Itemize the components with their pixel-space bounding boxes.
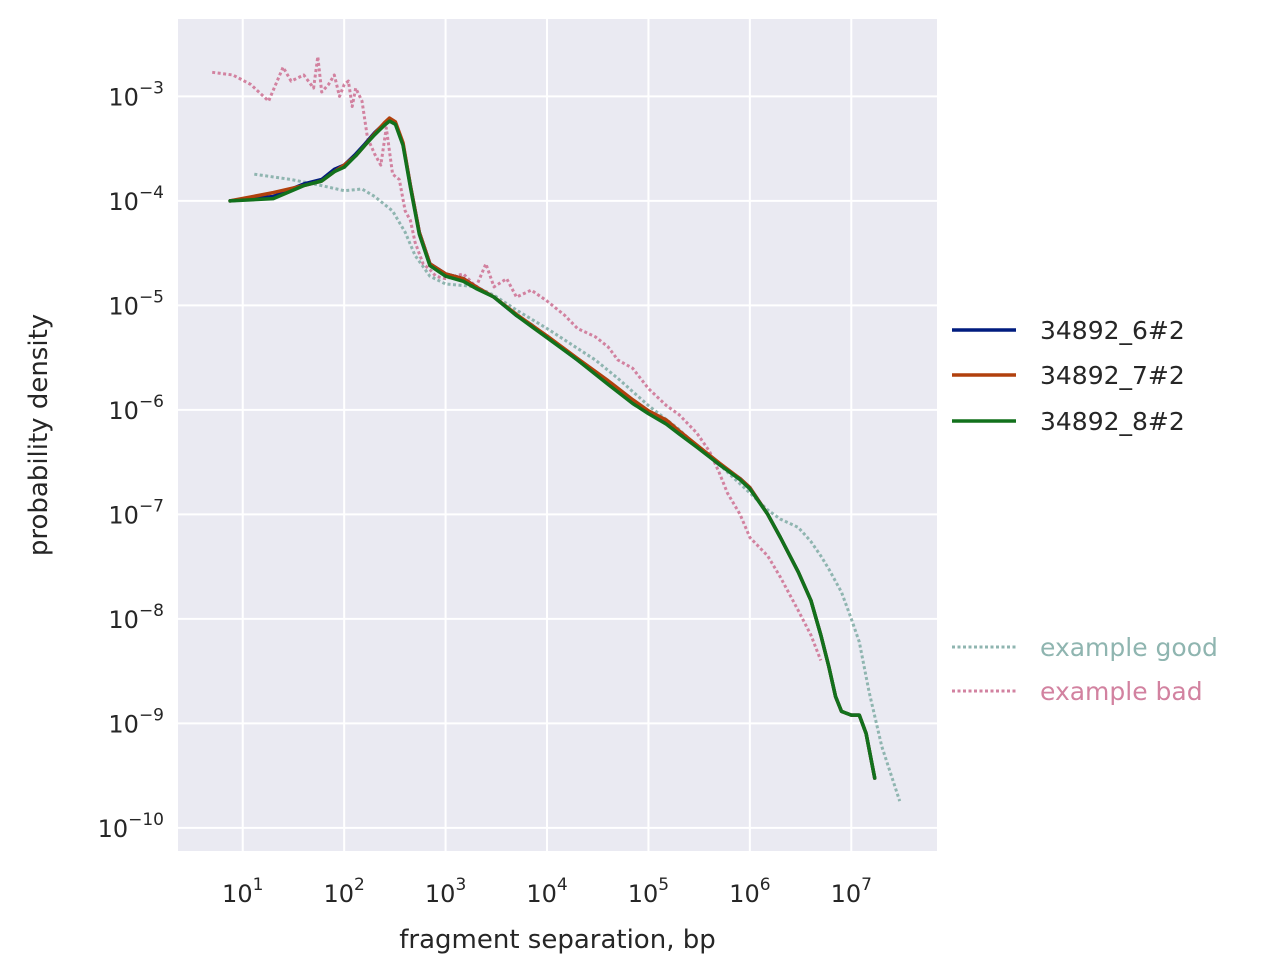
y-tick-exponent: −8 xyxy=(139,601,164,621)
y-tick-exponent: −9 xyxy=(139,705,164,725)
series-line-34892-8-2 xyxy=(228,119,877,780)
x-tick-base: 10 xyxy=(526,880,557,908)
series-line-example-bad xyxy=(212,55,823,661)
x-tick-label: 102 xyxy=(323,875,364,908)
x-tick-base: 10 xyxy=(222,880,253,908)
y-tick-label: 10−10 xyxy=(98,810,164,843)
grid-lines xyxy=(178,19,937,851)
y-tick-base: 10 xyxy=(108,501,139,529)
x-tick-base: 10 xyxy=(729,880,760,908)
x-axis-ticks: 101 102 103 104 105 106 107 xyxy=(222,875,872,908)
x-tick-base: 10 xyxy=(831,880,862,908)
y-tick-base: 10 xyxy=(108,710,139,738)
y-tick-exponent: −7 xyxy=(139,496,164,516)
y-tick-base: 10 xyxy=(108,397,139,425)
y-tick-label: 10−4 xyxy=(108,183,164,216)
y-tick-base: 10 xyxy=(108,606,139,634)
y-tick-label: 10−6 xyxy=(108,392,164,425)
series-layer xyxy=(212,55,902,802)
x-axis-label: fragment separation, bp xyxy=(399,925,715,955)
x-tick-label: 103 xyxy=(425,875,466,908)
legend-item: 34892_7#2 xyxy=(952,361,1185,390)
y-tick-base: 10 xyxy=(98,815,129,843)
y-tick-exponent: −10 xyxy=(128,810,164,830)
legend-item: example bad xyxy=(952,677,1203,706)
x-tick-base: 10 xyxy=(323,880,354,908)
x-tick-base: 10 xyxy=(628,880,659,908)
legend-item: example good xyxy=(952,633,1218,662)
y-axis-ticks: 10−310−410−510−610−710−810−910−10 xyxy=(98,78,164,842)
y-tick-label: 10−8 xyxy=(108,601,164,634)
x-tick-exponent: 1 xyxy=(253,875,264,895)
y-axis-label: probability density xyxy=(24,314,54,556)
x-tick-label: 105 xyxy=(628,875,669,908)
x-tick-exponent: 2 xyxy=(354,875,365,895)
y-tick-base: 10 xyxy=(108,292,139,320)
legend-label: 34892_8#2 xyxy=(1040,407,1185,436)
x-tick-exponent: 7 xyxy=(861,875,872,895)
y-tick-label: 10−5 xyxy=(108,287,164,320)
x-tick-label: 107 xyxy=(831,875,872,908)
y-tick-exponent: −5 xyxy=(139,287,164,307)
x-tick-exponent: 5 xyxy=(658,875,669,895)
legend-item: 34892_8#2 xyxy=(952,407,1185,436)
legend-label: 34892_6#2 xyxy=(1040,316,1185,345)
y-tick-label: 10−3 xyxy=(108,78,164,111)
x-tick-label: 101 xyxy=(222,875,263,908)
x-tick-exponent: 4 xyxy=(557,875,568,895)
legend-label: example bad xyxy=(1040,677,1203,706)
y-tick-base: 10 xyxy=(108,83,139,111)
y-tick-label: 10−7 xyxy=(108,496,164,529)
legend-item: 34892_6#2 xyxy=(952,316,1185,345)
plot-area xyxy=(178,19,937,851)
y-tick-label: 10−9 xyxy=(108,705,164,738)
y-tick-exponent: −6 xyxy=(139,392,164,412)
x-tick-base: 10 xyxy=(425,880,456,908)
y-tick-exponent: −4 xyxy=(139,183,164,203)
x-tick-exponent: 3 xyxy=(455,875,466,895)
y-tick-exponent: −3 xyxy=(139,78,164,98)
x-tick-label: 106 xyxy=(729,875,770,908)
x-tick-exponent: 6 xyxy=(760,875,771,895)
x-tick-label: 104 xyxy=(526,875,567,908)
series-line-example-good xyxy=(254,172,902,802)
legend-label: 34892_7#2 xyxy=(1040,361,1185,390)
legend-label: example good xyxy=(1040,633,1218,662)
y-tick-base: 10 xyxy=(108,188,139,216)
